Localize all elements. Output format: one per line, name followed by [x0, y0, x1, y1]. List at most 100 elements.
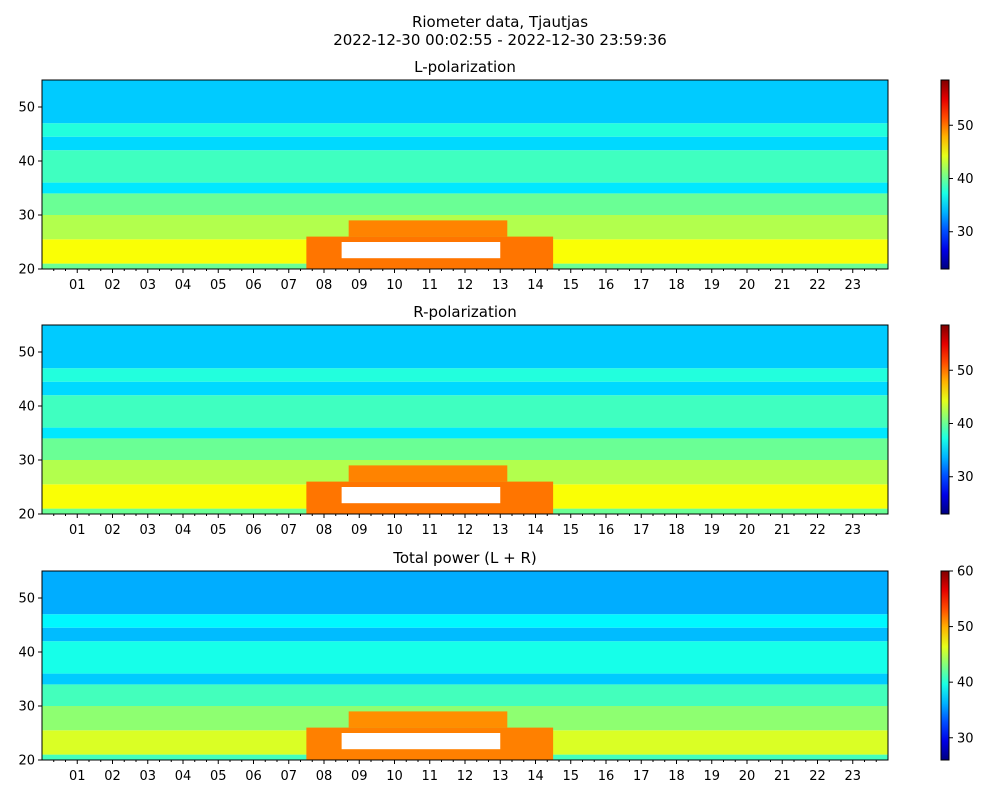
x-tick-label: 21	[774, 278, 791, 293]
y-tick-label: 30	[18, 700, 35, 715]
x-tick-label: 16	[598, 769, 615, 784]
x-tick-label: 02	[104, 769, 121, 784]
heat-region	[348, 711, 508, 728]
x-tick-label: 18	[668, 523, 685, 538]
x-tick-label: 08	[316, 523, 333, 538]
x-tick-label: 22	[809, 769, 826, 784]
x-tick-label: 11	[421, 523, 438, 538]
heat-band	[42, 123, 888, 137]
x-tick-label: 22	[809, 523, 826, 538]
colorbar-tick-label: 40	[957, 417, 974, 432]
y-tick-label: 30	[18, 209, 35, 224]
y-tick-label: 20	[18, 508, 35, 523]
x-tick-label: 03	[139, 278, 156, 293]
x-tick-label: 07	[280, 769, 297, 784]
x-tick-label: 03	[139, 523, 156, 538]
colorbar-tick-label: 50	[957, 119, 974, 134]
x-tick-label: 01	[69, 523, 86, 538]
x-tick-label: 23	[844, 523, 861, 538]
heat-band	[42, 381, 888, 396]
colorbar-tick-label: 30	[957, 731, 974, 746]
y-tick-label: 50	[18, 346, 35, 361]
heat-region	[341, 487, 501, 504]
x-tick-label: 13	[492, 278, 509, 293]
x-tick-label: 09	[351, 278, 368, 293]
x-tick-label: 16	[598, 523, 615, 538]
x-tick-label: 10	[386, 523, 403, 538]
figure-subtitle: 2022-12-30 00:02:55 - 2022-12-30 23:59:3…	[333, 31, 667, 49]
colorbar	[940, 79, 950, 270]
x-tick-label: 07	[280, 523, 297, 538]
heat-band	[42, 627, 888, 642]
x-tick-label: 22	[809, 278, 826, 293]
x-tick-label: 23	[844, 769, 861, 784]
x-tick-label: 12	[457, 278, 474, 293]
x-tick-label: 14	[527, 278, 544, 293]
heat-band	[42, 427, 888, 439]
colorbar-tick-label: 30	[957, 225, 974, 240]
colorbar	[940, 324, 950, 515]
heat-band	[42, 684, 888, 706]
y-tick-label: 20	[18, 263, 35, 278]
heat-band	[42, 641, 888, 674]
panels: L-polarization 20 30 40 50 01 02 03 04 05 06 07 08 09…	[18, 58, 973, 784]
x-tick-label: 20	[739, 523, 756, 538]
x-tick-label: 10	[386, 769, 403, 784]
x-tick-label: 12	[457, 523, 474, 538]
x-tick-label: 08	[316, 278, 333, 293]
heat-region	[348, 220, 508, 237]
x-tick-label: 08	[316, 769, 333, 784]
heat-band	[42, 673, 888, 685]
y-tick-label: 40	[18, 155, 35, 170]
heat-region	[348, 465, 508, 482]
colorbar-tick-label: 50	[957, 364, 974, 379]
figure-title: Riometer data, Tjautjas	[412, 13, 588, 31]
colorbar-tick-label: 40	[957, 172, 974, 187]
panel-2: R-polarization 20 30 40 50 01 02 03 04 05 06 07 08 09…	[18, 303, 973, 538]
x-tick-label: 04	[175, 769, 192, 784]
x-tick-label: 14	[527, 769, 544, 784]
heat-region	[341, 242, 501, 259]
x-tick-label: 09	[351, 769, 368, 784]
x-tick-label: 05	[210, 769, 227, 784]
x-tick-label: 21	[774, 523, 791, 538]
x-tick-label: 20	[739, 278, 756, 293]
x-tick-label: 15	[562, 278, 579, 293]
x-tick-label: 02	[104, 278, 121, 293]
colorbar-tick-label: 60	[957, 565, 974, 580]
y-tick-label: 30	[18, 454, 35, 469]
x-tick-label: 06	[245, 769, 262, 784]
x-tick-label: 18	[668, 769, 685, 784]
x-tick-label: 19	[703, 769, 720, 784]
x-tick-label: 21	[774, 769, 791, 784]
y-tick-label: 40	[18, 646, 35, 661]
heat-band	[42, 325, 888, 369]
heat-band	[42, 438, 888, 460]
x-tick-label: 04	[175, 278, 192, 293]
x-tick-label: 02	[104, 523, 121, 538]
x-tick-label: 15	[562, 523, 579, 538]
colorbar	[940, 570, 950, 761]
x-tick-label: 01	[69, 278, 86, 293]
x-tick-label: 09	[351, 523, 368, 538]
x-tick-label: 19	[703, 523, 720, 538]
heat-band	[42, 136, 888, 151]
x-tick-label: 10	[386, 278, 403, 293]
x-tick-label: 04	[175, 523, 192, 538]
panel-title: L-polarization	[414, 58, 516, 76]
x-tick-label: 16	[598, 278, 615, 293]
x-tick-label: 11	[421, 278, 438, 293]
x-tick-label: 05	[210, 523, 227, 538]
x-tick-label: 18	[668, 278, 685, 293]
x-tick-label: 23	[844, 278, 861, 293]
x-tick-label: 06	[245, 523, 262, 538]
colorbar-tick-label: 30	[957, 470, 974, 485]
x-tick-label: 15	[562, 769, 579, 784]
x-tick-label: 12	[457, 769, 474, 784]
panel-title: R-polarization	[413, 303, 516, 321]
x-tick-label: 13	[492, 523, 509, 538]
colorbar-tick-label: 50	[957, 620, 974, 635]
x-tick-label: 14	[527, 523, 544, 538]
x-tick-label: 17	[633, 769, 650, 784]
